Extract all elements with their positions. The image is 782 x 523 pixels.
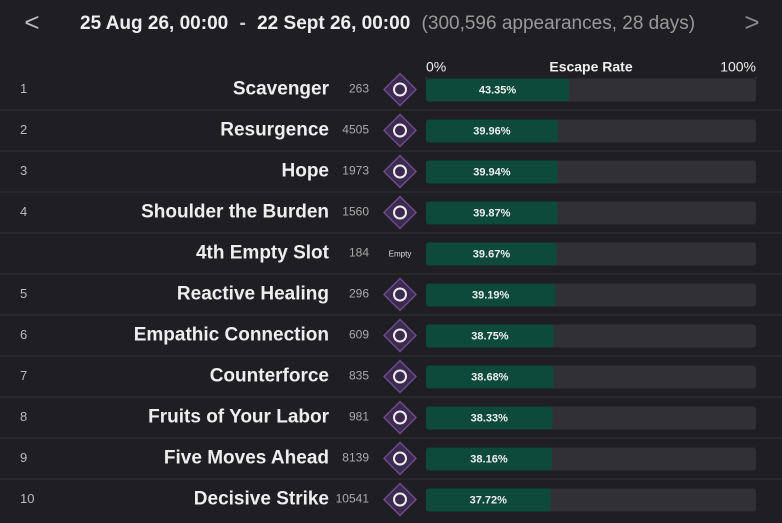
scale-label: 100% bbox=[720, 59, 756, 75]
next-button[interactable]: > bbox=[744, 7, 759, 37]
appearance-count: 184 bbox=[349, 246, 369, 260]
perk-glyph bbox=[393, 287, 407, 302]
perk-name: Decisive Strike bbox=[194, 489, 329, 510]
escape-rate-label: 39.67% bbox=[473, 248, 511, 260]
perk-name: Scavenger bbox=[233, 79, 330, 100]
perk-icon bbox=[382, 195, 418, 230]
escape-rate-bar bbox=[426, 365, 554, 389]
scale-label: 0% bbox=[426, 59, 446, 75]
perk-glyph bbox=[393, 205, 407, 220]
escape-rate-bar bbox=[426, 201, 558, 225]
escape-rate-bar bbox=[426, 447, 552, 471]
summary: (300,596 appearances, 28 days) bbox=[422, 13, 696, 34]
escape-rate-bar bbox=[426, 160, 558, 184]
appearance-count: 1560 bbox=[342, 205, 369, 219]
rank: 10 bbox=[20, 491, 34, 506]
start-date: 25 Aug 26, 00:00 bbox=[80, 13, 228, 34]
perk-name: Counterforce bbox=[210, 366, 329, 387]
perk-glyph bbox=[393, 492, 407, 507]
escape-rate-label: 38.75% bbox=[471, 330, 509, 342]
appearance-count: 263 bbox=[349, 82, 369, 96]
perk-name: Resurgence bbox=[220, 120, 329, 141]
escape-rate-bar bbox=[426, 406, 553, 430]
perk-icon bbox=[382, 359, 418, 394]
escape-rate-label: 38.16% bbox=[470, 453, 508, 465]
escape-rate-bar bbox=[426, 283, 556, 307]
rank: 6 bbox=[20, 327, 27, 342]
perk-icon bbox=[382, 113, 418, 148]
perk-icon bbox=[382, 318, 418, 353]
escape-rate-label: 43.35% bbox=[479, 84, 517, 96]
appearance-count: 296 bbox=[349, 287, 369, 301]
escape-rate-bar bbox=[426, 242, 557, 266]
perk-name: Empathic Connection bbox=[134, 325, 329, 346]
perk-icon bbox=[382, 482, 418, 517]
appearance-count: 8139 bbox=[342, 451, 369, 465]
perk-icon: Empty bbox=[389, 250, 412, 259]
escape-rate-label: 37.72% bbox=[470, 494, 508, 506]
appearance-count: 4505 bbox=[342, 123, 369, 137]
end-date: 22 Sept 26, 00:00 bbox=[257, 13, 410, 34]
perk-icon bbox=[382, 400, 418, 435]
rank: 7 bbox=[20, 368, 27, 383]
rank: 5 bbox=[20, 286, 27, 301]
escape-rate-bar bbox=[426, 488, 551, 512]
escape-rate-label: 39.96% bbox=[473, 125, 511, 137]
perk-name: Shoulder the Burden bbox=[141, 202, 329, 223]
perk-glyph bbox=[393, 82, 407, 97]
appearance-count: 835 bbox=[349, 369, 369, 383]
perk-glyph bbox=[393, 164, 407, 179]
rank: 1 bbox=[20, 81, 27, 96]
perk-icon bbox=[382, 277, 418, 312]
perk-glyph bbox=[393, 369, 407, 384]
escape-rate-label: 39.87% bbox=[473, 207, 511, 219]
header-text: 25 Aug 26, 00:00 - 22 Sept 26, 00:00 (30… bbox=[80, 13, 695, 34]
appearance-count: 609 bbox=[349, 328, 369, 342]
perk-name: Five Moves Ahead bbox=[164, 448, 329, 469]
perk-name: 4th Empty Slot bbox=[196, 243, 330, 264]
perk-name: Hope bbox=[282, 161, 330, 182]
perk-icon bbox=[382, 154, 418, 189]
escape-rate-bar bbox=[426, 324, 554, 348]
prev-button[interactable]: < bbox=[24, 7, 39, 37]
perk-glyph bbox=[393, 410, 407, 425]
appearance-count: 10541 bbox=[336, 492, 370, 506]
escape-rate-label: 39.94% bbox=[473, 166, 511, 178]
perk-glyph bbox=[393, 123, 407, 138]
appearance-count: 1973 bbox=[342, 164, 369, 178]
perk-name: Fruits of Your Labor bbox=[148, 407, 329, 428]
perk-glyph bbox=[393, 451, 407, 466]
perk-icon bbox=[382, 441, 418, 476]
rank: 4 bbox=[20, 204, 27, 219]
perk-icon bbox=[382, 72, 418, 107]
rank: 2 bbox=[20, 122, 27, 137]
appearance-count: 981 bbox=[349, 410, 369, 424]
escape-rate-label: 38.33% bbox=[471, 412, 509, 424]
separator: - bbox=[240, 13, 246, 34]
escape-rate-label: 38.68% bbox=[471, 371, 509, 383]
rank: 3 bbox=[20, 163, 27, 178]
escape-rate-bar bbox=[426, 119, 558, 143]
escape-rate-bar bbox=[426, 78, 570, 102]
perk-glyph bbox=[393, 328, 407, 343]
perk-name: Reactive Healing bbox=[177, 284, 329, 305]
column-title: Escape Rate bbox=[549, 59, 632, 75]
rank: 9 bbox=[20, 450, 27, 465]
escape-rate-label: 39.19% bbox=[472, 289, 510, 301]
rank: 8 bbox=[20, 409, 27, 424]
